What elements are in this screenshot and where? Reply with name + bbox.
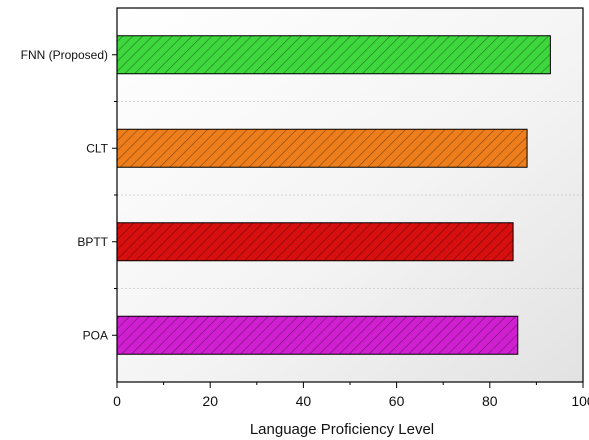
x-axis-ticks: 0 20 40 60 80 100 xyxy=(113,382,589,409)
bar-hatch-bptt xyxy=(117,222,514,261)
plot-frame xyxy=(116,7,584,383)
y-axis-ticks xyxy=(112,54,117,336)
category-separators xyxy=(117,101,583,289)
category-label-bptt: BPTT xyxy=(77,235,108,249)
category-label-fnn-proposed: FNN (Proposed) xyxy=(21,48,108,62)
x-tick-label: 60 xyxy=(389,393,405,409)
bars xyxy=(116,35,551,355)
category-label-clt: CLT xyxy=(86,141,108,155)
bar-hatch-clt xyxy=(117,129,528,168)
bar-hatch-fnn-proposed xyxy=(117,35,551,74)
bar-hatch-poa xyxy=(117,316,518,355)
x-tick-label: 0 xyxy=(113,393,121,409)
x-tick-label: 100 xyxy=(571,393,589,409)
x-tick-label: 40 xyxy=(296,393,312,409)
category-labels: FNN (Proposed) CLT BPTT POA xyxy=(21,48,109,343)
x-tick-label: 80 xyxy=(482,393,498,409)
x-tick-label: 20 xyxy=(202,393,218,409)
x-axis-title: Language Proficiency Level xyxy=(250,421,434,438)
category-label-poa: POA xyxy=(83,328,108,342)
